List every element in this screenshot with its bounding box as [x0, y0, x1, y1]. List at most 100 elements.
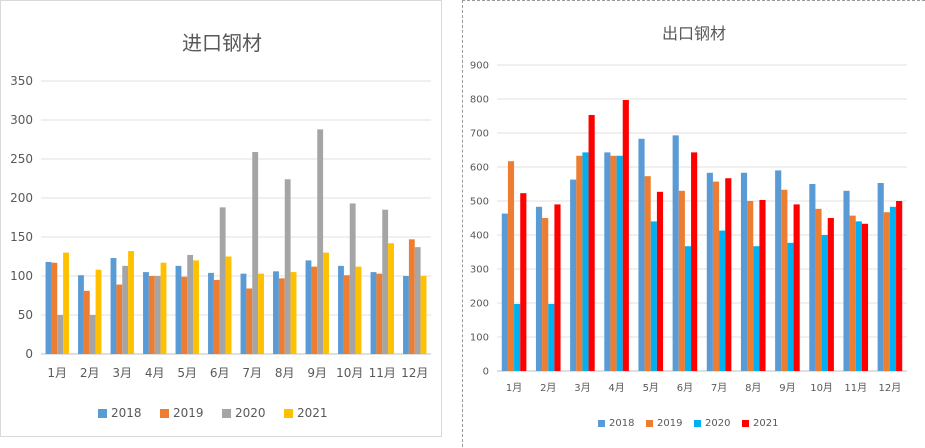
bar-2020-8 [284, 179, 291, 354]
bar-2021-10 [355, 266, 362, 354]
bar-2019-12 [883, 212, 890, 371]
bar-2019-5 [644, 176, 651, 371]
legend-swatch-2018 [598, 420, 605, 427]
y-tick-label: 200 [470, 299, 489, 310]
bar-2019-9 [311, 266, 318, 354]
bar-2020-4 [154, 276, 161, 354]
bar-2020-5 [650, 221, 657, 371]
y-tick-label: 250 [10, 152, 33, 166]
bar-2020-4 [616, 155, 623, 371]
bar-2020-3 [582, 152, 589, 371]
x-tick-label: 6月 [210, 366, 230, 380]
bar-2021-12 [420, 276, 427, 354]
bar-2019-2 [542, 218, 549, 371]
x-tick-label: 2月 [80, 366, 100, 380]
x-tick-label: 8月 [745, 382, 761, 394]
bar-2018-1 [501, 213, 508, 371]
legend-label-2018: 2018 [111, 406, 142, 420]
bar-2019-11 [376, 273, 383, 354]
x-tick-label: 10月 [810, 382, 833, 394]
bar-2019-12 [408, 239, 415, 354]
chart-title: 出口钢材 [662, 24, 726, 43]
bar-2018-11 [843, 190, 850, 371]
x-tick-label: 1月 [47, 366, 67, 380]
bar-2021-12 [896, 201, 903, 371]
bar-2018-2 [535, 206, 543, 371]
bar-2018-3 [570, 179, 577, 371]
bar-2019-5 [181, 276, 188, 354]
bar-2018-8 [273, 271, 279, 354]
legend-swatch-2018 [98, 409, 107, 418]
bar-2018-10 [809, 184, 816, 371]
bar-2019-1 [507, 161, 515, 371]
bar-2019-8 [747, 201, 754, 371]
bar-2020-10 [349, 203, 356, 354]
x-tick-label: 7月 [242, 366, 262, 380]
bar-2021-6 [225, 256, 232, 354]
bar-2021-4 [622, 100, 629, 372]
y-tick-label: 0 [25, 347, 33, 361]
legend-swatch-2019 [160, 409, 169, 418]
bar-2021-7 [725, 178, 732, 371]
bar-2018-12 [877, 182, 884, 371]
bar-2020-7 [719, 230, 726, 371]
bar-2019-10 [343, 275, 350, 354]
bar-2021-1 [520, 193, 527, 371]
legend-label-2021: 2021 [753, 418, 778, 429]
legend-swatch-2020 [694, 420, 701, 427]
chart-title: 进口钢材 [182, 31, 262, 55]
import-steel-chart-panel: 进口钢材 0 50 100 150 200 250 300 350 1月 2月 3月 4月 5月 6月 7月 8… [0, 0, 442, 437]
x-tick-label: 11月 [369, 366, 396, 380]
bar-2020-9 [317, 129, 324, 354]
legend-label-2019: 2019 [173, 406, 204, 420]
x-tick-label: 4月 [145, 366, 165, 380]
bar-2018-5 [638, 138, 645, 371]
bar-2019-10 [815, 208, 822, 371]
y-tick-label: 600 [470, 163, 489, 174]
bar-2021-5 [656, 191, 664, 371]
bar-2019-3 [576, 155, 583, 371]
bar-2021-9 [323, 252, 329, 354]
y-tick-label: 50 [18, 308, 33, 322]
bar-2020-6 [219, 207, 226, 354]
legend-label-2020: 2020 [235, 406, 266, 420]
bar-2019-3 [116, 284, 123, 354]
x-tick-label: 3月 [112, 366, 132, 380]
bar-2020-1 [514, 304, 521, 371]
bar-2018-6 [672, 135, 679, 371]
bar-2019-2 [83, 290, 90, 354]
bar-2018-4 [604, 152, 611, 371]
bar-2018-4 [143, 272, 149, 354]
bar-2020-11 [382, 209, 389, 354]
bar-2019-4 [610, 155, 617, 371]
y-tick-label: 700 [470, 129, 489, 140]
bar-2020-9 [787, 242, 794, 371]
x-tick-label: 5月 [177, 366, 197, 380]
bar-2018-12 [403, 276, 409, 354]
y-tick-label: 300 [10, 113, 33, 127]
bar-2019-6 [678, 190, 685, 371]
bar-2018-7 [706, 172, 713, 371]
bar-2020-12 [414, 247, 421, 354]
y-tick-label: 150 [10, 230, 33, 244]
bar-2021-8 [759, 199, 766, 371]
legend-label-2019: 2019 [657, 418, 682, 429]
x-tick-label: 1月 [506, 382, 522, 394]
x-tick-label: 3月 [574, 382, 590, 394]
bar-2020-7 [252, 151, 259, 354]
y-tick-label: 100 [10, 269, 33, 283]
bar-2018-6 [208, 272, 214, 354]
bar-2019-11 [849, 215, 856, 371]
x-tick-label: 4月 [608, 382, 624, 394]
bar-2021-1 [63, 252, 69, 354]
bar-2021-6 [691, 152, 698, 371]
y-tick-label: 300 [470, 265, 489, 276]
bar-2021-7 [258, 273, 264, 354]
bar-2020-12 [889, 206, 897, 371]
x-tick-label: 5月 [643, 382, 659, 394]
legend-swatch-2021 [742, 420, 749, 427]
y-tick-label: 900 [470, 61, 489, 72]
bar-2020-5 [187, 254, 194, 354]
x-tick-label: 6月 [677, 382, 693, 394]
bar-2020-8 [753, 246, 760, 371]
